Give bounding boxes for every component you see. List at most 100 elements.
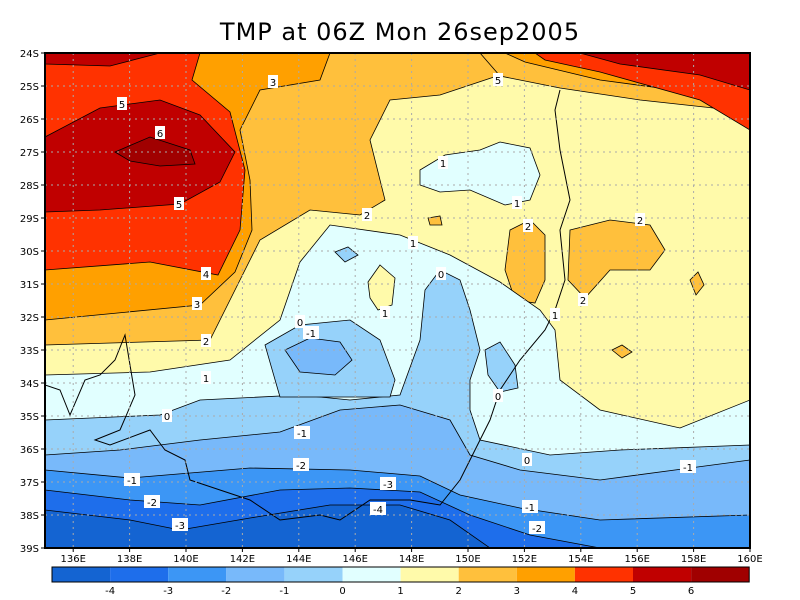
band-2-3 (567, 219, 666, 299)
colorbar-swatch (284, 567, 343, 582)
contour-label: -2 (296, 461, 306, 472)
colorbar-swatch (400, 567, 459, 582)
colorbar-label: 4 (572, 586, 578, 597)
band-5-6 (45, 53, 161, 67)
contour-label-bg (155, 126, 165, 139)
lat-tick-label: 33S (20, 346, 39, 357)
lat-tick-label: 27S (20, 148, 39, 159)
contour-label: -1 (525, 503, 535, 514)
contour-label: 2 (525, 222, 531, 233)
lon-tick-label: 142E (230, 554, 255, 565)
colorbar-swatch (52, 567, 111, 582)
contour-label: 5 (495, 76, 501, 87)
lat-tick-label: 39S (20, 544, 39, 555)
lat-tick-label: 36S (20, 445, 39, 456)
lat-tick-label: 37S (20, 478, 39, 489)
lat-tick-label: 34S (20, 379, 39, 390)
contour-label-bg (192, 297, 202, 310)
contour-label-bg (436, 267, 446, 280)
lat-tick-label: 29S (20, 214, 39, 225)
axes: 24S 25S 26S 27S 28S 29S 30S 31S 32S 33S 34S 35S 36S 3… (20, 49, 763, 565)
contour-label: 1 (514, 199, 520, 210)
contour-label: 5 (176, 200, 182, 211)
contour-label: 2 (203, 337, 209, 348)
contour-label-bg (522, 500, 538, 513)
contour-label-bg (680, 460, 696, 473)
contour-label-bg (522, 453, 532, 466)
colorbar-swatch (516, 567, 575, 582)
contour-label: -1 (683, 463, 693, 474)
contour-label-bg (493, 73, 503, 86)
contour-label-bg (117, 97, 127, 110)
colorbar-frame (51, 566, 750, 583)
contour-label: 0 (495, 392, 501, 403)
contour-label: 2 (364, 211, 370, 222)
contour-label: -3 (383, 480, 393, 491)
contour-label-bg (380, 306, 390, 319)
contour-label: -2 (147, 498, 157, 509)
lon-tick-label: 138E (117, 554, 142, 565)
band-2-3 (689, 271, 705, 296)
plot-title: TMP at 06Z Mon 26sep2005 (219, 18, 581, 46)
contour-label: -4 (373, 505, 383, 516)
contour-label-bg (523, 219, 533, 232)
contour-label-bg (294, 426, 310, 439)
colorbar-label: 6 (688, 586, 694, 597)
contour-label-bg (380, 477, 396, 490)
colorbar-label: 1 (397, 586, 403, 597)
contour-label: 0 (164, 412, 170, 423)
lat-tick-label: 24S (20, 49, 39, 60)
colorbar-label: -1 (279, 586, 289, 597)
colorbar-swatch (110, 567, 169, 582)
colorbar-swatch (574, 567, 633, 582)
contour-label-bg (201, 334, 211, 347)
colorbar-swatch (458, 567, 517, 582)
contour-label-bg (438, 156, 448, 169)
contour-labels: 5654321325112221100-1010-1-1-2-1-2-3-3-4… (117, 73, 696, 535)
contour-label: -1 (306, 329, 316, 340)
contour-label-bg (162, 409, 172, 422)
contour-label-bg (578, 293, 588, 306)
contour-label-bg (293, 458, 309, 471)
contour-label-bg (172, 518, 188, 531)
contour-label-bg (295, 315, 305, 328)
colorbar-label: -3 (163, 586, 173, 597)
filled-contours (45, 53, 750, 548)
contour-label-bg (362, 208, 372, 221)
contour-label-bg (493, 389, 503, 402)
band-0-1 (419, 141, 541, 206)
lat-tick-label: 26S (20, 115, 39, 126)
contour-label-bg (635, 213, 645, 226)
contour-label: 1 (203, 374, 209, 385)
contour-label-bg (303, 326, 319, 339)
lon-tick-label: 154E (568, 554, 593, 565)
contour-label: 4 (203, 270, 209, 281)
lon-tick-label: 136E (60, 554, 85, 565)
colorbar-swatch (168, 567, 227, 582)
colorbar-label: 0 (339, 586, 345, 597)
lat-tick-label: 28S (20, 181, 39, 192)
lon-tick-label: 144E (286, 554, 311, 565)
lon-tick-label: 152E (512, 554, 537, 565)
lat-tick-label: 30S (20, 247, 39, 258)
contour-label-bg (201, 267, 211, 280)
contour-label: 6 (157, 129, 163, 140)
band-1-2 (367, 264, 396, 311)
lon-tick-label: 150E (455, 554, 480, 565)
lon-tick-label: 156E (624, 554, 649, 565)
contour-label-bg (144, 495, 160, 508)
contour-label-bg (174, 197, 184, 210)
contour-label: 2 (580, 296, 586, 307)
band-2-3 (611, 344, 633, 359)
lat-tick-label: 35S (20, 412, 39, 423)
colorbar-label: 5 (630, 586, 636, 597)
contour-label-bg (268, 75, 278, 88)
colorbar-label: -4 (105, 586, 115, 597)
contour-label-bg (124, 473, 140, 486)
plot-frame (44, 52, 751, 549)
colorbar-label: 2 (456, 586, 462, 597)
contour-label-bg (512, 196, 522, 209)
contour-label: -1 (127, 476, 137, 487)
